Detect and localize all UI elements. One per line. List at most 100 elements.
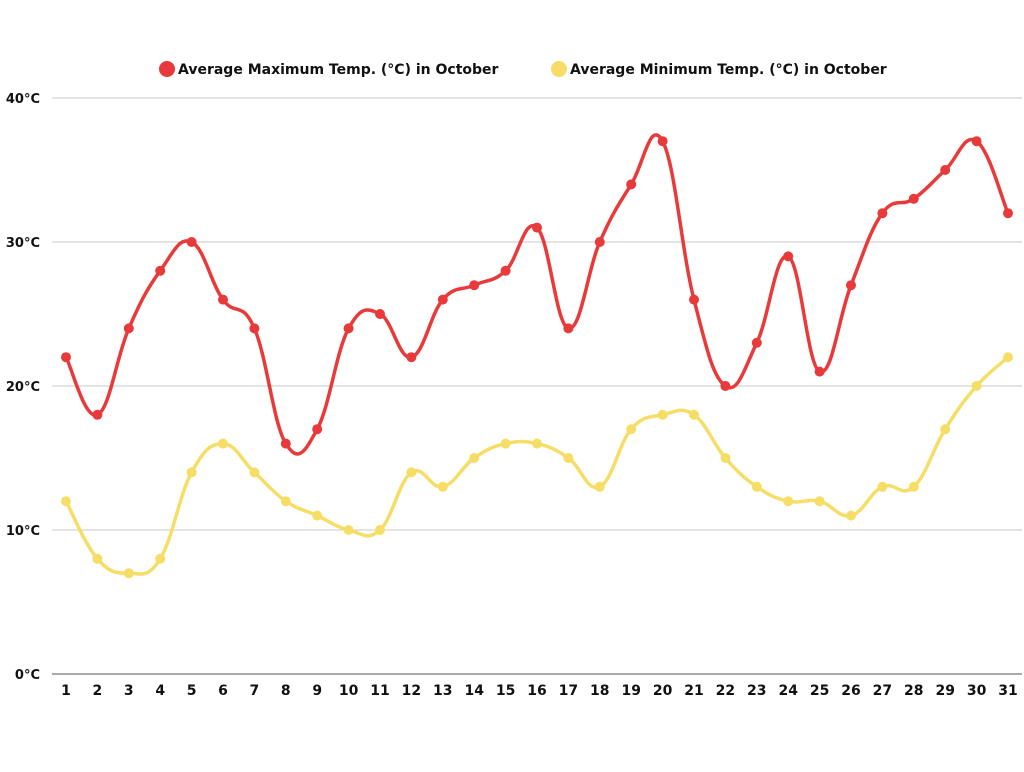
data-point (155, 265, 166, 276)
data-point (846, 510, 856, 521)
x-tick-label: 3 (124, 683, 134, 699)
x-tick-label: 24 (778, 683, 798, 699)
data-point (783, 496, 794, 507)
data-point (846, 280, 856, 291)
data-point (971, 381, 982, 391)
x-tick-label: 29 (935, 683, 954, 699)
plot-area (61, 133, 1013, 579)
data-point (689, 294, 699, 305)
x-tick-label: 25 (810, 683, 829, 699)
data-point (249, 467, 260, 478)
x-tick-label: 18 (590, 683, 609, 699)
data-point (720, 381, 731, 391)
data-point (343, 323, 354, 334)
data-point (218, 294, 228, 305)
data-point (626, 424, 637, 435)
data-point (155, 553, 166, 564)
data-point (437, 481, 448, 492)
y-tick-label: 20°C (6, 380, 40, 395)
data-point (908, 481, 919, 492)
x-tick-label: 12 (402, 683, 421, 699)
x-tick-label: 28 (904, 683, 923, 699)
data-point (500, 438, 511, 449)
data-point (186, 467, 197, 478)
x-tick-label: 13 (433, 683, 452, 699)
data-point (814, 366, 825, 377)
data-point (312, 510, 323, 521)
x-tick-label: 5 (187, 683, 197, 699)
data-point (940, 424, 951, 435)
data-point (971, 136, 982, 147)
data-point (375, 309, 385, 319)
data-point (657, 136, 668, 147)
x-tick-label: 21 (684, 683, 703, 699)
legend-label: Average Maximum Temp. (°C) in October (178, 62, 499, 78)
x-tick-label: 2 (93, 683, 103, 699)
y-tick-label: 30°C (6, 236, 40, 251)
x-tick-label: 23 (747, 683, 766, 699)
data-point (343, 525, 354, 535)
data-point (594, 481, 605, 492)
y-tick-label: 0°C (15, 668, 40, 683)
data-point (123, 568, 134, 579)
series-line-1 (64, 355, 1010, 576)
x-tick-label: 15 (496, 683, 515, 699)
data-point (249, 323, 260, 334)
legend-marker (159, 61, 175, 77)
data-point (312, 424, 323, 435)
data-point (123, 323, 134, 334)
data-point (877, 208, 888, 219)
x-tick-label: 16 (527, 683, 546, 699)
x-tick-label: 8 (281, 683, 291, 699)
data-point (61, 352, 71, 363)
x-tick-label: 17 (559, 683, 578, 699)
data-point (406, 467, 417, 478)
data-point (908, 193, 919, 204)
data-point (594, 237, 605, 247)
legend: Average Maximum Temp. (°C) in October Ave… (159, 61, 887, 78)
data-point (280, 438, 291, 449)
data-point (877, 481, 888, 492)
data-point (563, 323, 574, 334)
x-tick-label: 11 (370, 683, 389, 699)
data-point (469, 453, 480, 463)
data-point (532, 438, 542, 449)
data-point (218, 438, 228, 449)
data-point (626, 179, 637, 190)
data-point (814, 496, 825, 507)
data-point (92, 409, 103, 420)
data-point (1003, 352, 1013, 363)
x-tick-label: 22 (716, 683, 735, 699)
x-axis: 1 2 3 4 5 6 7 8 9 10 11 12 13 14 15 16 17 18 19 20 21 22 23 24 2… (61, 683, 1018, 699)
data-point (500, 265, 511, 276)
data-point (751, 481, 762, 492)
data-point (689, 409, 699, 420)
data-point (1003, 208, 1013, 219)
legend-marker (551, 61, 567, 77)
y-axis: 0°C 10°C 20°C 30°C 40°C (6, 92, 40, 683)
series-line-0 (64, 133, 1010, 456)
data-point (720, 453, 731, 463)
data-point (783, 251, 794, 262)
data-point (657, 409, 668, 420)
data-point (751, 337, 762, 348)
x-tick-label: 1 (61, 683, 71, 699)
data-point (375, 525, 385, 535)
data-point (563, 453, 574, 463)
x-tick-label: 31 (998, 683, 1017, 699)
x-tick-label: 7 (250, 683, 260, 699)
x-tick-label: 30 (967, 683, 987, 699)
x-tick-label: 26 (841, 683, 860, 699)
x-tick-label: 20 (653, 683, 673, 699)
data-point (92, 553, 103, 564)
data-point (280, 496, 291, 507)
data-point (469, 280, 480, 291)
y-tick-label: 40°C (6, 92, 40, 107)
grid (52, 97, 1022, 675)
x-tick-label: 6 (218, 683, 228, 699)
x-tick-label: 10 (339, 683, 359, 699)
x-tick-label: 19 (621, 683, 640, 699)
data-point (532, 222, 542, 233)
data-point (406, 352, 417, 363)
